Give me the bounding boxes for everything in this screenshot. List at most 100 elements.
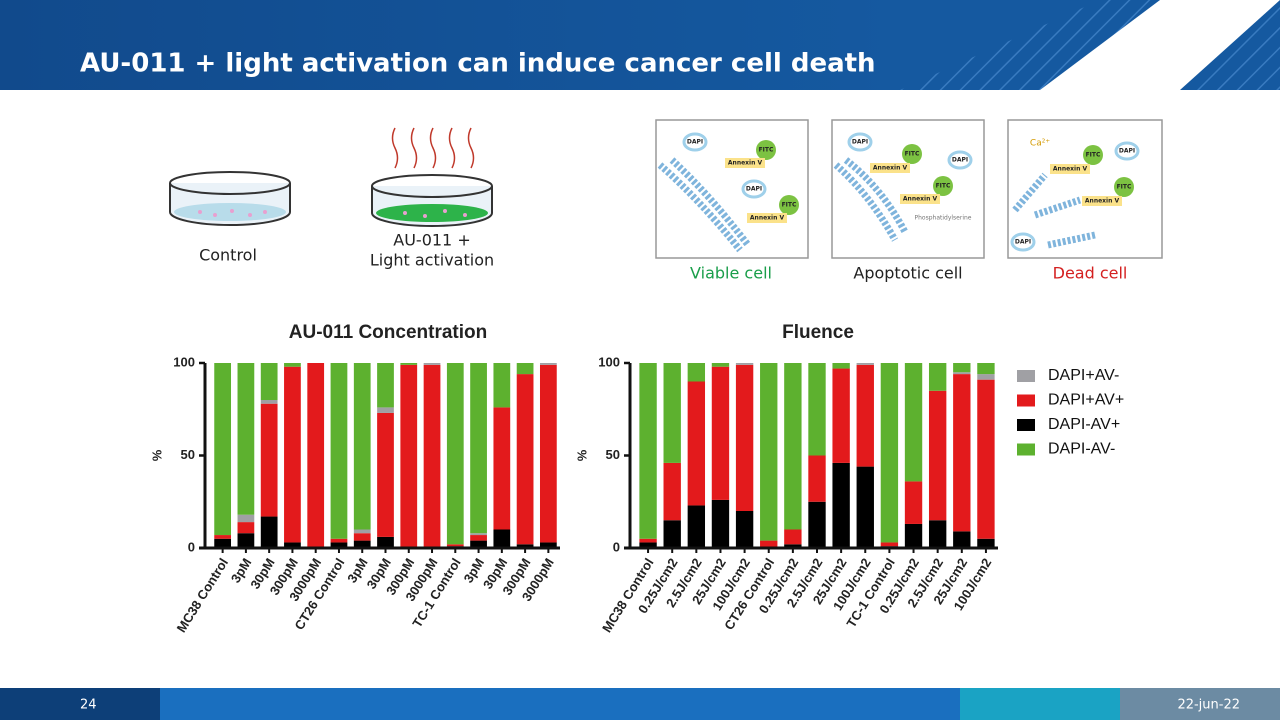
dapi-ring	[741, 179, 767, 199]
x-tick-label: MC38 Control	[174, 555, 231, 635]
bar-segment	[928, 363, 947, 391]
bar-segment	[832, 462, 850, 548]
bar-segment	[808, 501, 826, 548]
bar-segment	[330, 363, 348, 539]
bar-segment	[284, 366, 301, 543]
footer-mid	[160, 688, 960, 720]
bar-segment	[400, 363, 418, 365]
bar-segment	[260, 516, 278, 548]
bar-segment	[880, 363, 899, 543]
bar-segment	[904, 523, 923, 548]
bar-segment	[832, 363, 850, 369]
y-tick-label: 100	[173, 354, 195, 369]
bar-segment	[953, 531, 971, 548]
bar-segment	[539, 542, 557, 548]
panel-caption: Apoptotic cell	[853, 264, 962, 283]
dish-treated	[371, 127, 493, 227]
panel-label: FITC	[936, 183, 951, 190]
panel-caption: Dead cell	[1053, 264, 1128, 283]
bar-segment	[687, 363, 706, 382]
page-number: 24	[80, 698, 97, 713]
bar-segment	[663, 520, 681, 548]
y-tick-label: 0	[613, 539, 620, 554]
bar-segment	[808, 363, 826, 456]
bar-segment	[760, 363, 778, 541]
legend-swatch	[1017, 443, 1035, 456]
panel-label: DAPI	[952, 157, 968, 164]
legend-swatch	[1017, 370, 1035, 382]
bar-segment	[516, 363, 534, 375]
legend-swatch	[1017, 419, 1035, 431]
dish-label: Control	[199, 246, 257, 265]
fitc-blob	[1114, 177, 1134, 197]
bar-segment	[330, 538, 348, 543]
panel-label: DAPI	[852, 139, 868, 146]
bar-segment	[977, 363, 995, 375]
bar-segment	[711, 366, 730, 500]
bar-segment	[856, 363, 874, 365]
bar-segment	[423, 364, 441, 548]
legend-label: DAPI+AV+	[1048, 392, 1124, 409]
dish-control	[169, 171, 291, 226]
y-axis-label: %	[149, 449, 164, 461]
bar-segment	[977, 538, 995, 548]
bar-segment	[237, 363, 255, 515]
bar-segment	[735, 363, 754, 365]
bar-segment	[353, 540, 371, 548]
bar-segment	[880, 542, 899, 547]
panel-label: Annexin V	[1085, 198, 1120, 205]
panel-label: Annexin V	[728, 160, 763, 167]
bar-segment	[904, 363, 923, 482]
y-tick-label: 100	[598, 354, 620, 369]
bar-segment	[237, 533, 255, 548]
bar-segment	[904, 481, 923, 524]
panel-label: Annexin V	[873, 165, 908, 172]
bar-segment	[953, 374, 971, 532]
panel-label: DAPI	[746, 186, 762, 193]
bar-segment	[977, 374, 995, 380]
bar-segment	[808, 455, 826, 502]
bar-segment	[377, 412, 394, 537]
bar-segment	[784, 529, 802, 545]
y-axis-label: %	[574, 449, 589, 461]
membranes	[657, 157, 1096, 253]
date: 22-jun-22	[1177, 698, 1240, 713]
panel-label: Ca²⁺	[1030, 139, 1050, 149]
bar-segment	[330, 542, 348, 548]
fitc-blob	[902, 144, 922, 164]
bar-segment	[353, 363, 371, 530]
bar-segment	[953, 363, 971, 373]
bar-segment	[928, 390, 947, 521]
bar-segment	[377, 363, 394, 408]
panel-caption: Viable cell	[690, 264, 772, 283]
bar-segment	[214, 538, 232, 548]
bar-segment	[377, 536, 394, 548]
bar-segment	[784, 544, 802, 548]
bar-segment	[307, 363, 325, 548]
fitc-blob	[779, 195, 799, 215]
bar-segment	[470, 535, 487, 541]
fitc-blob	[1083, 145, 1103, 165]
bar-segment	[260, 400, 278, 404]
dapi-ring	[682, 132, 708, 152]
dapi-ring	[847, 132, 873, 152]
bar-segment	[237, 514, 255, 523]
slide-title: AU-011 + light activation can induce can…	[80, 49, 876, 79]
bar-segment	[260, 363, 278, 400]
bar-segment	[470, 533, 487, 536]
panel-label: Annexin V	[1053, 166, 1088, 173]
annexin-box	[747, 213, 787, 223]
chart-title: AU-011 Concentration	[289, 322, 487, 343]
bar-segment	[446, 544, 464, 547]
header-cut	[1040, 0, 1280, 90]
bar-segment	[493, 363, 511, 408]
panel-tags: DAPI FITC Annexin V DAPI FITC Annexin V DAPI FI…	[682, 132, 1140, 252]
bar-segment	[977, 379, 995, 539]
dish-label: AU-011 +	[393, 231, 470, 250]
bar-segment	[832, 368, 850, 463]
footer-teal	[960, 688, 1120, 720]
dapi-ring	[1010, 232, 1036, 252]
fitc-blob	[756, 140, 776, 160]
